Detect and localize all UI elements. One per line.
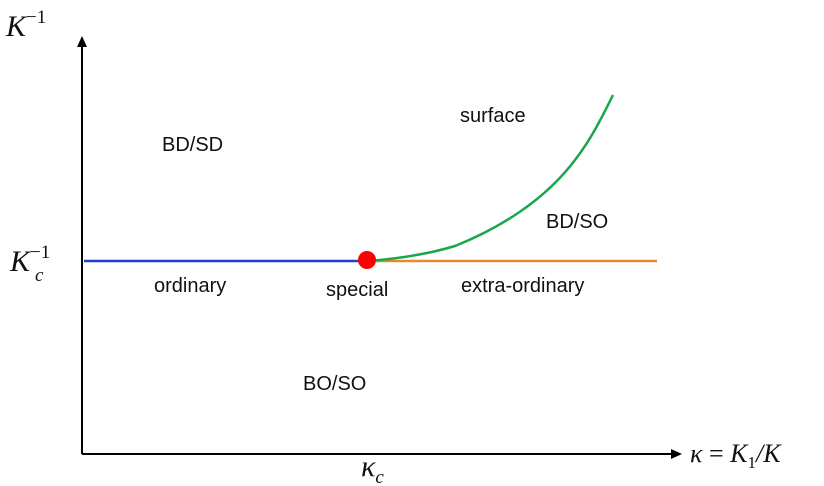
region-label-bd-so: BD/SO — [546, 211, 608, 233]
x-axis-label: κ = K1/K — [690, 439, 782, 472]
label-special: special — [326, 279, 388, 301]
region-label-bd-sd: BD/SD — [162, 134, 223, 156]
y-tick-label: K−1 c — [9, 242, 50, 286]
x-axis-arrowhead — [671, 449, 682, 459]
y-axis-arrowhead — [77, 36, 87, 47]
label-extra-ordinary: extra-ordinary — [461, 275, 584, 297]
special-point-marker — [358, 251, 376, 269]
y-axis-label: K−1 — [5, 7, 46, 43]
region-label-surface: surface — [460, 105, 526, 127]
surface-transition-line — [366, 94, 615, 263]
label-ordinary: ordinary — [154, 275, 226, 297]
x-tick-label: κc — [361, 450, 384, 486]
region-label-bo-so: BO/SO — [303, 373, 366, 395]
